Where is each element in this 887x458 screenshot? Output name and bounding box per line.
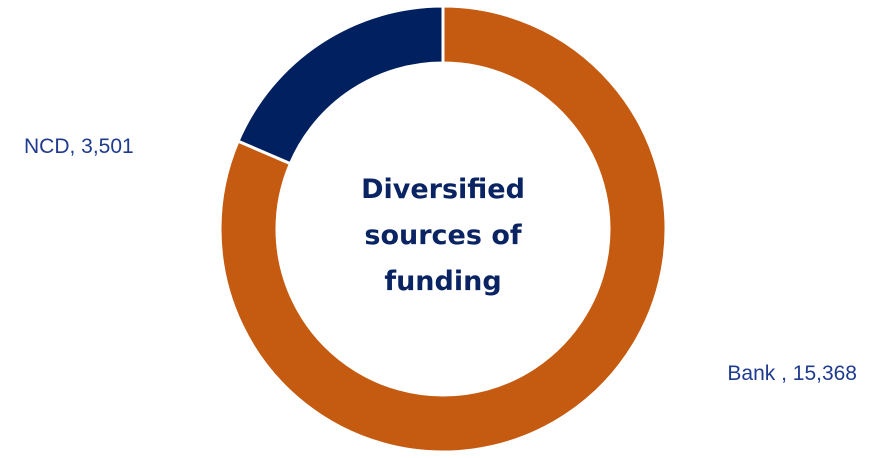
donut-slice-bank xyxy=(218,4,668,454)
center-title-line-3: funding xyxy=(384,266,501,297)
donut-slices xyxy=(218,4,668,454)
slice-label-ncd: NCD, 3,501 xyxy=(24,135,134,158)
donut-slice-ncd xyxy=(236,4,445,166)
slice-label-bank: Bank , 15,368 xyxy=(727,362,857,385)
center-title-line-1: Diversified xyxy=(361,174,525,205)
center-title-line-2: sources of xyxy=(364,220,521,251)
